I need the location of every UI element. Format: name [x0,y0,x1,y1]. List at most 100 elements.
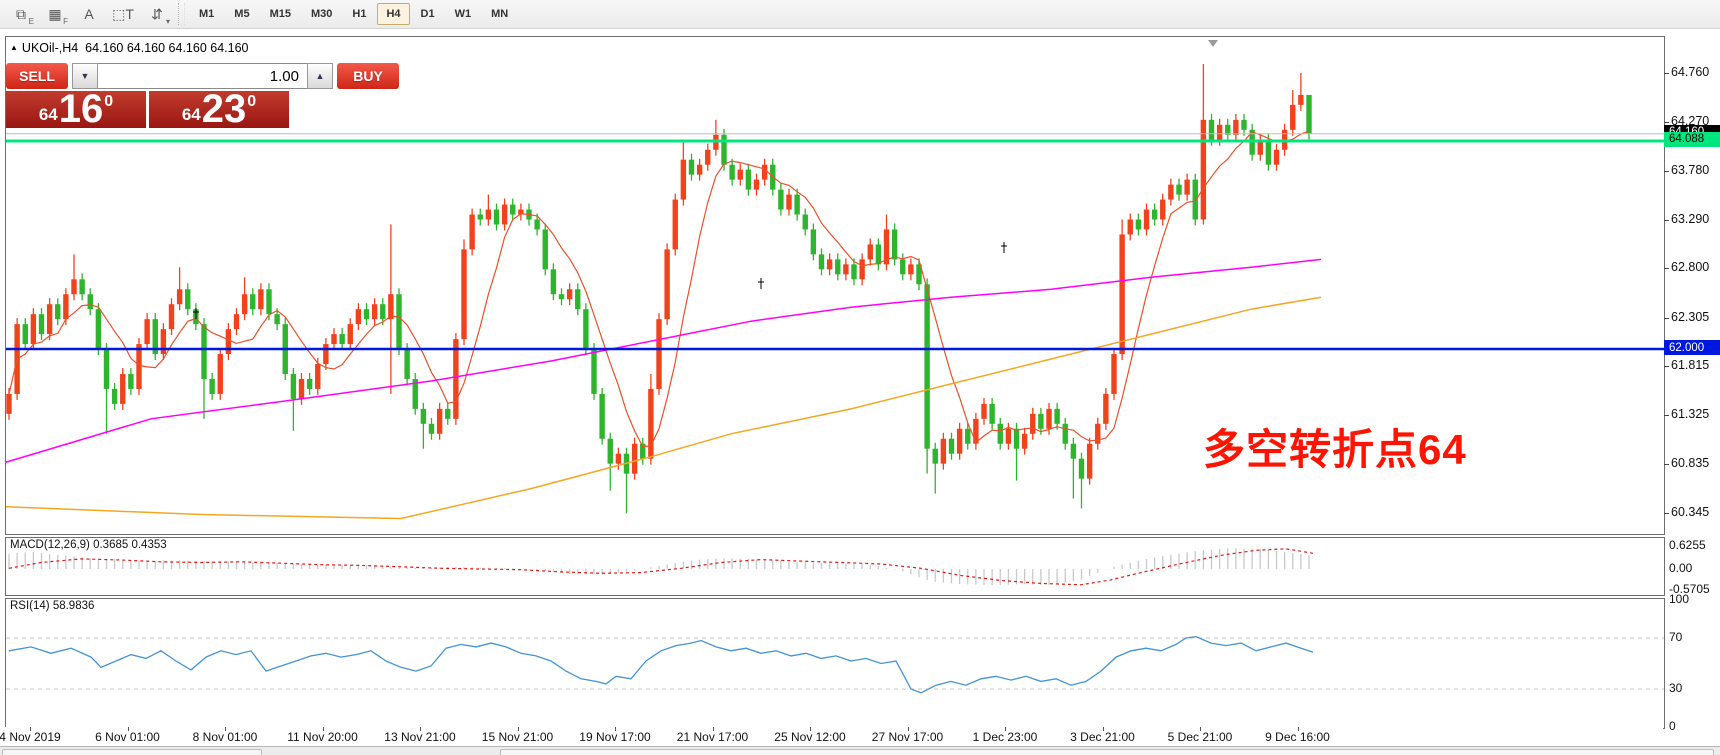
macd-axis-label: 0.00 [1669,561,1693,575]
cycle-symbols-icon[interactable]: ⇵ ▾ [151,5,170,27]
price-tick [1664,170,1669,172]
price-tick [1664,121,1669,123]
time-axis[interactable]: 4 Nov 2019 6 Nov 01:00 8 Nov 01:00 11 Nov 2… [0,727,1663,746]
sell-price-head: 64 [38,105,58,124]
time-tick-label: 13 Nov 21:00 [384,730,456,744]
timeframe-button-d1[interactable]: D1 [420,8,435,20]
timeframe-button-m5[interactable]: M5 [234,8,250,20]
buy-price-head: 64 [181,105,201,124]
buy-price-big: 23 [201,87,247,131]
drawing-tools-group: ⧉ E ▦ F A ⬚T ⇵ ▾ [4,2,174,27]
chart-annotation-text: 多空转折点64 [1203,426,1467,473]
time-tick-label: 19 Nov 17:00 [579,730,651,744]
chart-symbol-title: ▲ UKOil-,H4 64.160 64.160 64.160 64.160 [10,41,249,55]
buy-price-display[interactable]: 64 23 0 [149,87,289,131]
top-toolbar: ⧉ E ▦ F A ⬚T ⇵ ▾ M1 M5 M15 M30 H1 H4 D1 W1 MN [0,0,1720,29]
time-tick [225,727,226,731]
time-tick [1200,727,1201,731]
volume-stepper: ▼ ▲ [72,63,333,89]
green-badge: 64.088 [1664,131,1720,147]
ohlc-values: 64.160 64.160 64.160 64.160 [85,41,249,55]
time-tick [1297,727,1299,731]
volume-input[interactable] [98,63,307,89]
collapse-triangle-icon[interactable]: ▲ [10,43,18,52]
chart-tab[interactable] [500,749,1714,755]
chart-tab[interactable] [2,749,262,755]
price-tick [1664,366,1669,368]
time-tick-label: 8 Nov 01:00 [192,730,258,744]
time-tick-label: 4 Nov 2019 [0,730,61,744]
price-tick [1664,268,1669,270]
time-tick [712,727,714,731]
rsi-axis-label: 100 [1669,591,1690,606]
time-tick-label: 3 Dec 21:00 [1070,730,1135,744]
price-tick-label: 60.345 [1671,504,1710,519]
timeframe-button-m15[interactable]: M15 [269,8,291,20]
rsi-axis-label: 70 [1669,630,1683,644]
price-tick [1664,512,1669,514]
sell-button[interactable]: SELL [6,63,68,89]
time-tick-label: 9 Dec 16:00 [1265,730,1330,744]
time-tick-label: 5 Dec 21:00 [1167,730,1233,744]
blue-badge: 62.000 [1664,340,1720,356]
text-box-icon[interactable]: ⬚T [112,5,134,22]
price-tick-label: 60.835 [1671,456,1710,471]
time-tick-label: 1 Dec 23:00 [972,730,1038,744]
time-tick [1005,727,1006,731]
rsi-axis-label: 0 [1669,719,1676,734]
timeframe-button-h4[interactable]: H4 [377,3,410,25]
chart-tab-bar [0,746,1720,755]
volume-decrease-button[interactable]: ▼ [72,63,98,89]
price-tick-label: 64.270 [1671,113,1710,128]
macd-axis-label: 0.6255 [1669,538,1706,553]
sell-price-sup: 0 [104,93,114,110]
time-tick [322,727,324,731]
sell-price-big: 16 [58,87,104,131]
text-label-icon[interactable]: A [84,6,94,22]
timeframe-button-m30[interactable]: M30 [310,8,333,20]
rsi-plot [6,636,1664,694]
macd-label: MACD(12,26,9) 0.3685 0.4353 [10,539,167,551]
price-tick-label: 62.800 [1671,260,1710,275]
rsi-axis-label: 30 [1669,681,1683,695]
time-tick [907,727,909,731]
price-tick-label: 62.305 [1671,309,1710,324]
macd-plot [8,548,1314,586]
price-tick [1664,317,1669,319]
crosshair-edit-icon[interactable]: ⧉ E [16,5,34,27]
price-tick-label: 61.815 [1671,358,1710,373]
sell-price-display[interactable]: 64 16 0 [6,87,146,131]
price-tick [1664,219,1669,221]
timeframe-button-m1[interactable]: M1 [199,8,215,20]
time-tick [1102,727,1104,731]
price-tick-label: 63.290 [1671,211,1710,226]
price-tick-label: 64.760 [1671,65,1710,79]
time-tick-label: 15 Nov 21:00 [481,730,554,744]
time-tick [420,727,421,731]
time-tick-label: 6 Nov 01:00 [95,730,160,744]
macd-indicator-pane[interactable]: MACD(12,26,9) 0.3685 0.4353 [5,537,1665,596]
toolbar-separator [178,3,185,25]
grid-snap-icon[interactable]: ▦ F [48,5,68,27]
time-tick [30,727,31,731]
time-tick-label: 27 Nov 17:00 [871,730,944,744]
buy-price-sup: 0 [247,93,257,110]
symbol-period-label: UKOil-,H4 [21,41,79,55]
timeframe-button-mn[interactable]: MN [491,8,509,20]
time-tick [810,727,811,731]
time-tick [517,727,519,731]
timeframe-button-w1[interactable]: W1 [454,8,472,20]
rsi-indicator-pane[interactable]: RSI(14) 58.9836 [5,598,1665,729]
timeframe-group: M1 M5 M15 M30 H1 H4 D1 W1 MN [189,3,518,25]
time-tick-label: 11 Nov 20:00 [287,730,358,744]
rsi-label: RSI(14) 58.9836 [10,600,95,612]
price-tick [1664,73,1669,74]
chart-shift-marker-icon [1208,40,1218,47]
timeframe-button-h1[interactable]: H1 [352,8,367,20]
macd-axis-label: -0.5705 [1669,581,1710,596]
time-tick [127,727,129,731]
time-tick [615,727,616,731]
buy-button[interactable]: BUY [337,63,399,89]
volume-increase-button[interactable]: ▲ [307,63,333,89]
